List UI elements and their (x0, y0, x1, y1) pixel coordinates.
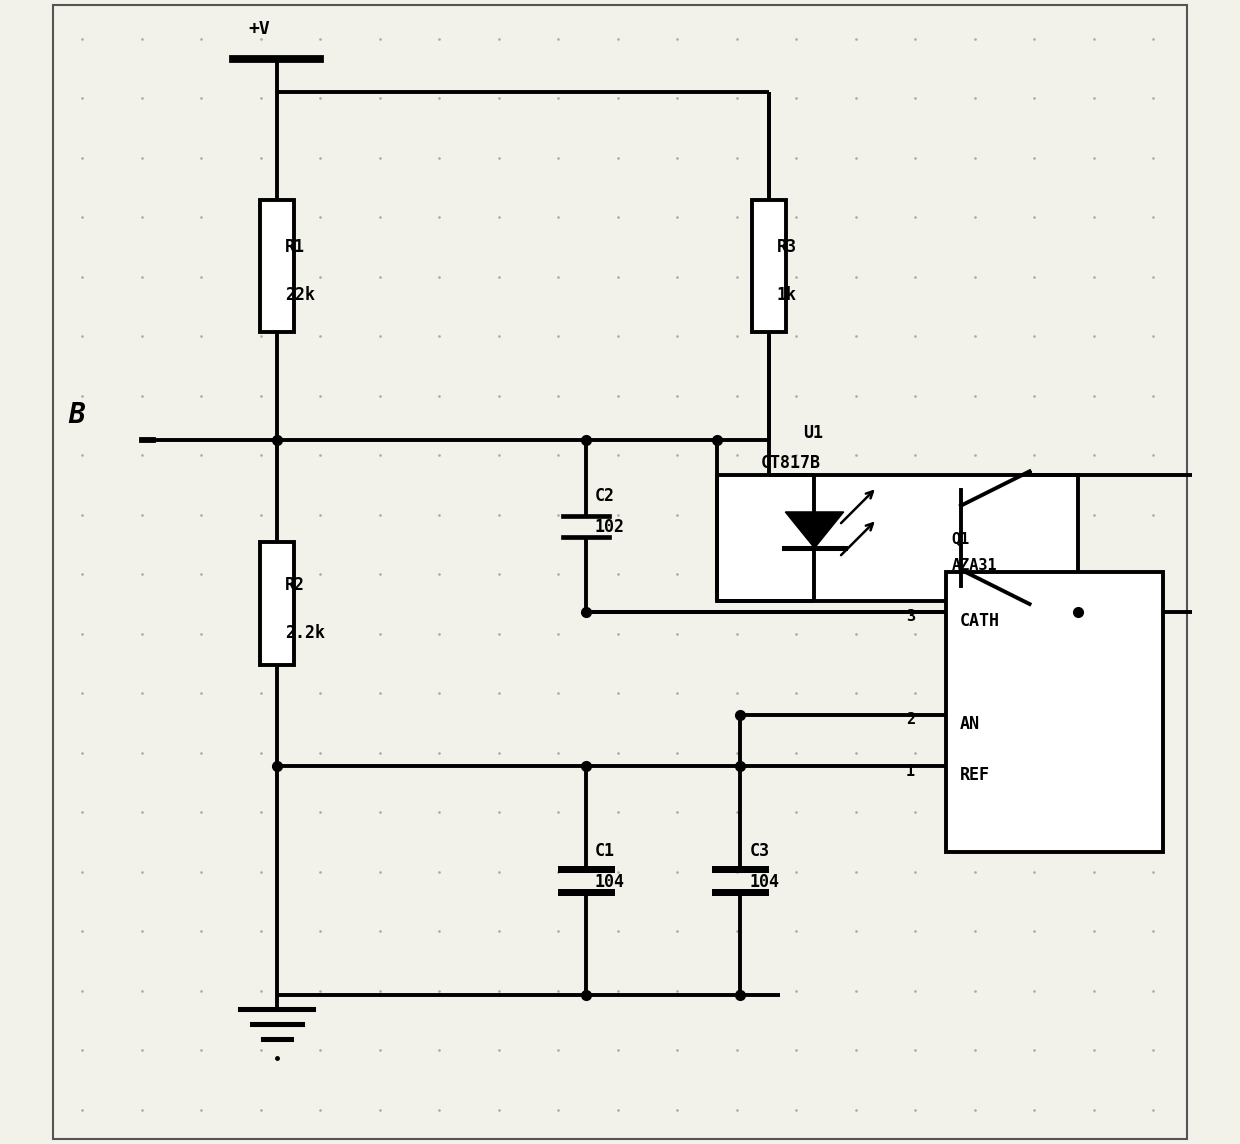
Text: CATH: CATH (960, 612, 999, 629)
Bar (259, 541, 294, 666)
Bar (259, 200, 294, 332)
Text: R3: R3 (776, 238, 797, 256)
Text: AZA31: AZA31 (952, 558, 997, 573)
Text: 2.2k: 2.2k (285, 623, 325, 642)
Text: +V: +V (248, 21, 270, 38)
Text: AN: AN (960, 715, 980, 732)
Text: C1: C1 (595, 842, 615, 859)
Bar (751, 200, 786, 332)
Bar (946, 572, 1163, 852)
Text: 3: 3 (906, 610, 915, 625)
Bar (717, 475, 1078, 601)
Text: C3: C3 (749, 842, 769, 859)
Text: REF: REF (960, 766, 990, 784)
Text: B: B (68, 402, 86, 429)
Text: R1: R1 (285, 238, 305, 256)
Text: CT817B: CT817B (760, 454, 821, 471)
Text: Q1: Q1 (952, 532, 970, 547)
Text: 104: 104 (595, 873, 625, 890)
Text: 1k: 1k (776, 286, 797, 304)
Polygon shape (785, 513, 843, 548)
Text: 22k: 22k (285, 286, 315, 304)
Text: C2: C2 (595, 487, 615, 505)
Text: 1: 1 (906, 764, 915, 779)
Text: U1: U1 (804, 424, 823, 442)
Text: 104: 104 (749, 873, 779, 890)
Text: R2: R2 (285, 575, 305, 594)
Text: 2: 2 (906, 713, 915, 728)
Text: 102: 102 (595, 518, 625, 535)
